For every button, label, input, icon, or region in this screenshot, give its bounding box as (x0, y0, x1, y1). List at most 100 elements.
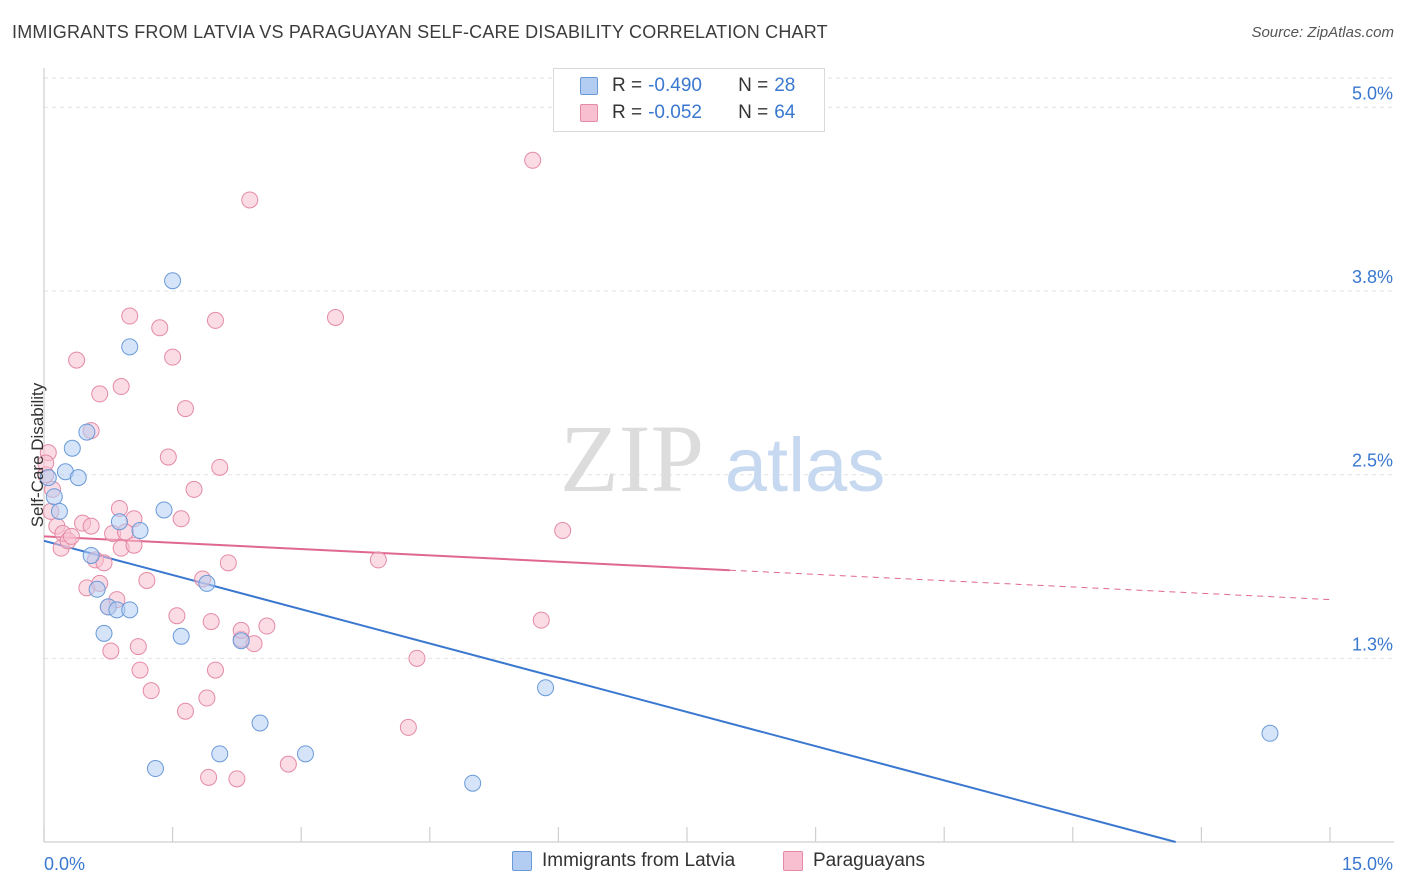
point-latvia (146, 760, 164, 778)
watermark-zip: ZIP (560, 405, 704, 512)
y-tick-label: 5.0% (1352, 83, 1393, 103)
legend-row-paraguay: R = -0.052 N = 64 (580, 100, 795, 126)
point-latvia (78, 423, 96, 441)
point-paraguayans (91, 385, 109, 403)
legend-label-paraguayans: Paraguayans (813, 850, 925, 871)
y-tick-label: 3.8% (1352, 267, 1393, 287)
point-paraguayans (524, 151, 542, 169)
point-paraguayans (129, 638, 147, 656)
point-paraguayans (176, 702, 194, 720)
legend-r-label: R = (612, 102, 643, 123)
legend-row-latvia: R = -0.490 N = 28 (580, 73, 795, 99)
watermark: ZIP atlas (560, 405, 885, 512)
point-paraguayans (206, 661, 224, 679)
point-paraguayans (532, 611, 550, 629)
trendline-paraguayans (729, 569, 1331, 601)
point-paraguayans (176, 400, 194, 418)
point-latvia (121, 601, 139, 619)
point-paraguayans (369, 551, 387, 569)
point-latvia (45, 488, 63, 506)
point-paraguayans (399, 718, 417, 736)
point-paraguayans (241, 191, 259, 209)
point-latvia (110, 513, 128, 531)
point-paraguayans (258, 617, 276, 635)
point-paraguayans (112, 378, 130, 396)
point-latvia (88, 580, 106, 598)
point-paraguayans (62, 527, 80, 545)
point-paraguayans (125, 536, 143, 554)
point-latvia (251, 714, 269, 732)
correlation-legend: R = -0.490 N = 28 R = -0.052 N = 64 (553, 68, 825, 132)
legend-label-latvia: Immigrants from Latvia (542, 850, 736, 871)
point-paraguayans (198, 689, 216, 707)
point-paraguayans (408, 649, 426, 667)
legend-r-value: -0.490 (648, 75, 702, 96)
legend-item-latvia[interactable]: Immigrants from Latvia (512, 850, 735, 872)
data-points (37, 151, 1279, 792)
point-paraguayans (68, 351, 86, 369)
point-paraguayans (159, 448, 177, 466)
watermark-atlas: atlas (725, 423, 886, 508)
point-latvia (537, 679, 555, 697)
point-paraguayans (326, 308, 344, 326)
point-latvia (50, 502, 68, 520)
y-axis-label: Self-Care Disability (28, 382, 47, 528)
trendline-paraguayans (43, 535, 730, 572)
point-paraguayans (172, 510, 190, 528)
latvia-legend-swatch-icon (512, 851, 532, 871)
point-paraguayans (121, 307, 139, 325)
point-paraguayans (95, 554, 113, 572)
point-paraguayans (200, 768, 218, 786)
point-latvia (63, 439, 81, 457)
point-latvia (121, 338, 139, 356)
y-tick-label: 2.5% (1352, 451, 1393, 471)
axes (43, 68, 1394, 843)
trend-lines (43, 535, 1331, 843)
x-tick-label: 15.0% (1342, 854, 1393, 874)
latvia-swatch-icon (580, 77, 598, 95)
point-latvia (464, 774, 482, 792)
point-paraguayans (151, 319, 169, 337)
paraguay-legend-swatch-icon (783, 851, 803, 871)
source-label: Source: ZipAtlas.com (1251, 24, 1394, 41)
point-paraguayans (211, 458, 229, 476)
legend-r-value: -0.052 (648, 102, 702, 123)
point-latvia (69, 469, 87, 487)
legend-n-label: N = (738, 75, 769, 96)
paraguay-swatch-icon (580, 104, 598, 122)
point-paraguayans (185, 480, 203, 498)
point-paraguayans (228, 770, 246, 788)
point-paraguayans (554, 522, 572, 540)
point-latvia (296, 745, 314, 763)
point-paraguayans (131, 661, 149, 679)
point-latvia (232, 632, 250, 650)
y-tick-label: 1.3% (1352, 634, 1393, 654)
point-paraguayans (142, 682, 160, 700)
chart-title: IMMIGRANTS FROM LATVIA VS PARAGUAYAN SEL… (12, 22, 828, 42)
point-latvia (95, 624, 113, 642)
point-paraguayans (202, 613, 220, 631)
point-latvia (155, 501, 173, 519)
point-latvia (1261, 724, 1279, 742)
point-latvia (164, 272, 182, 290)
tick-labels: 1.3% 2.5% 3.8% 5.0% 0.0% 15.0% (44, 83, 1393, 874)
point-paraguayans (164, 348, 182, 366)
legend-r-label: R = (612, 75, 643, 96)
point-paraguayans (82, 517, 100, 535)
legend-item-paraguayans[interactable]: Paraguayans (783, 850, 925, 872)
point-latvia (39, 469, 57, 487)
point-paraguayans (102, 642, 120, 660)
point-paraguayans (219, 554, 237, 572)
point-latvia (131, 522, 149, 540)
point-paraguayans (279, 755, 297, 773)
series-legend: Immigrants from Latvia Paraguayans (0, 850, 1406, 878)
point-paraguayans (168, 607, 186, 625)
point-paraguayans (138, 571, 156, 589)
legend-n-value: 64 (774, 102, 796, 123)
legend-n-value: 28 (774, 75, 796, 96)
point-latvia (82, 547, 100, 564)
point-latvia (172, 627, 190, 645)
legend-n-label: N = (738, 102, 769, 123)
x-tick-label: 0.0% (44, 854, 85, 874)
